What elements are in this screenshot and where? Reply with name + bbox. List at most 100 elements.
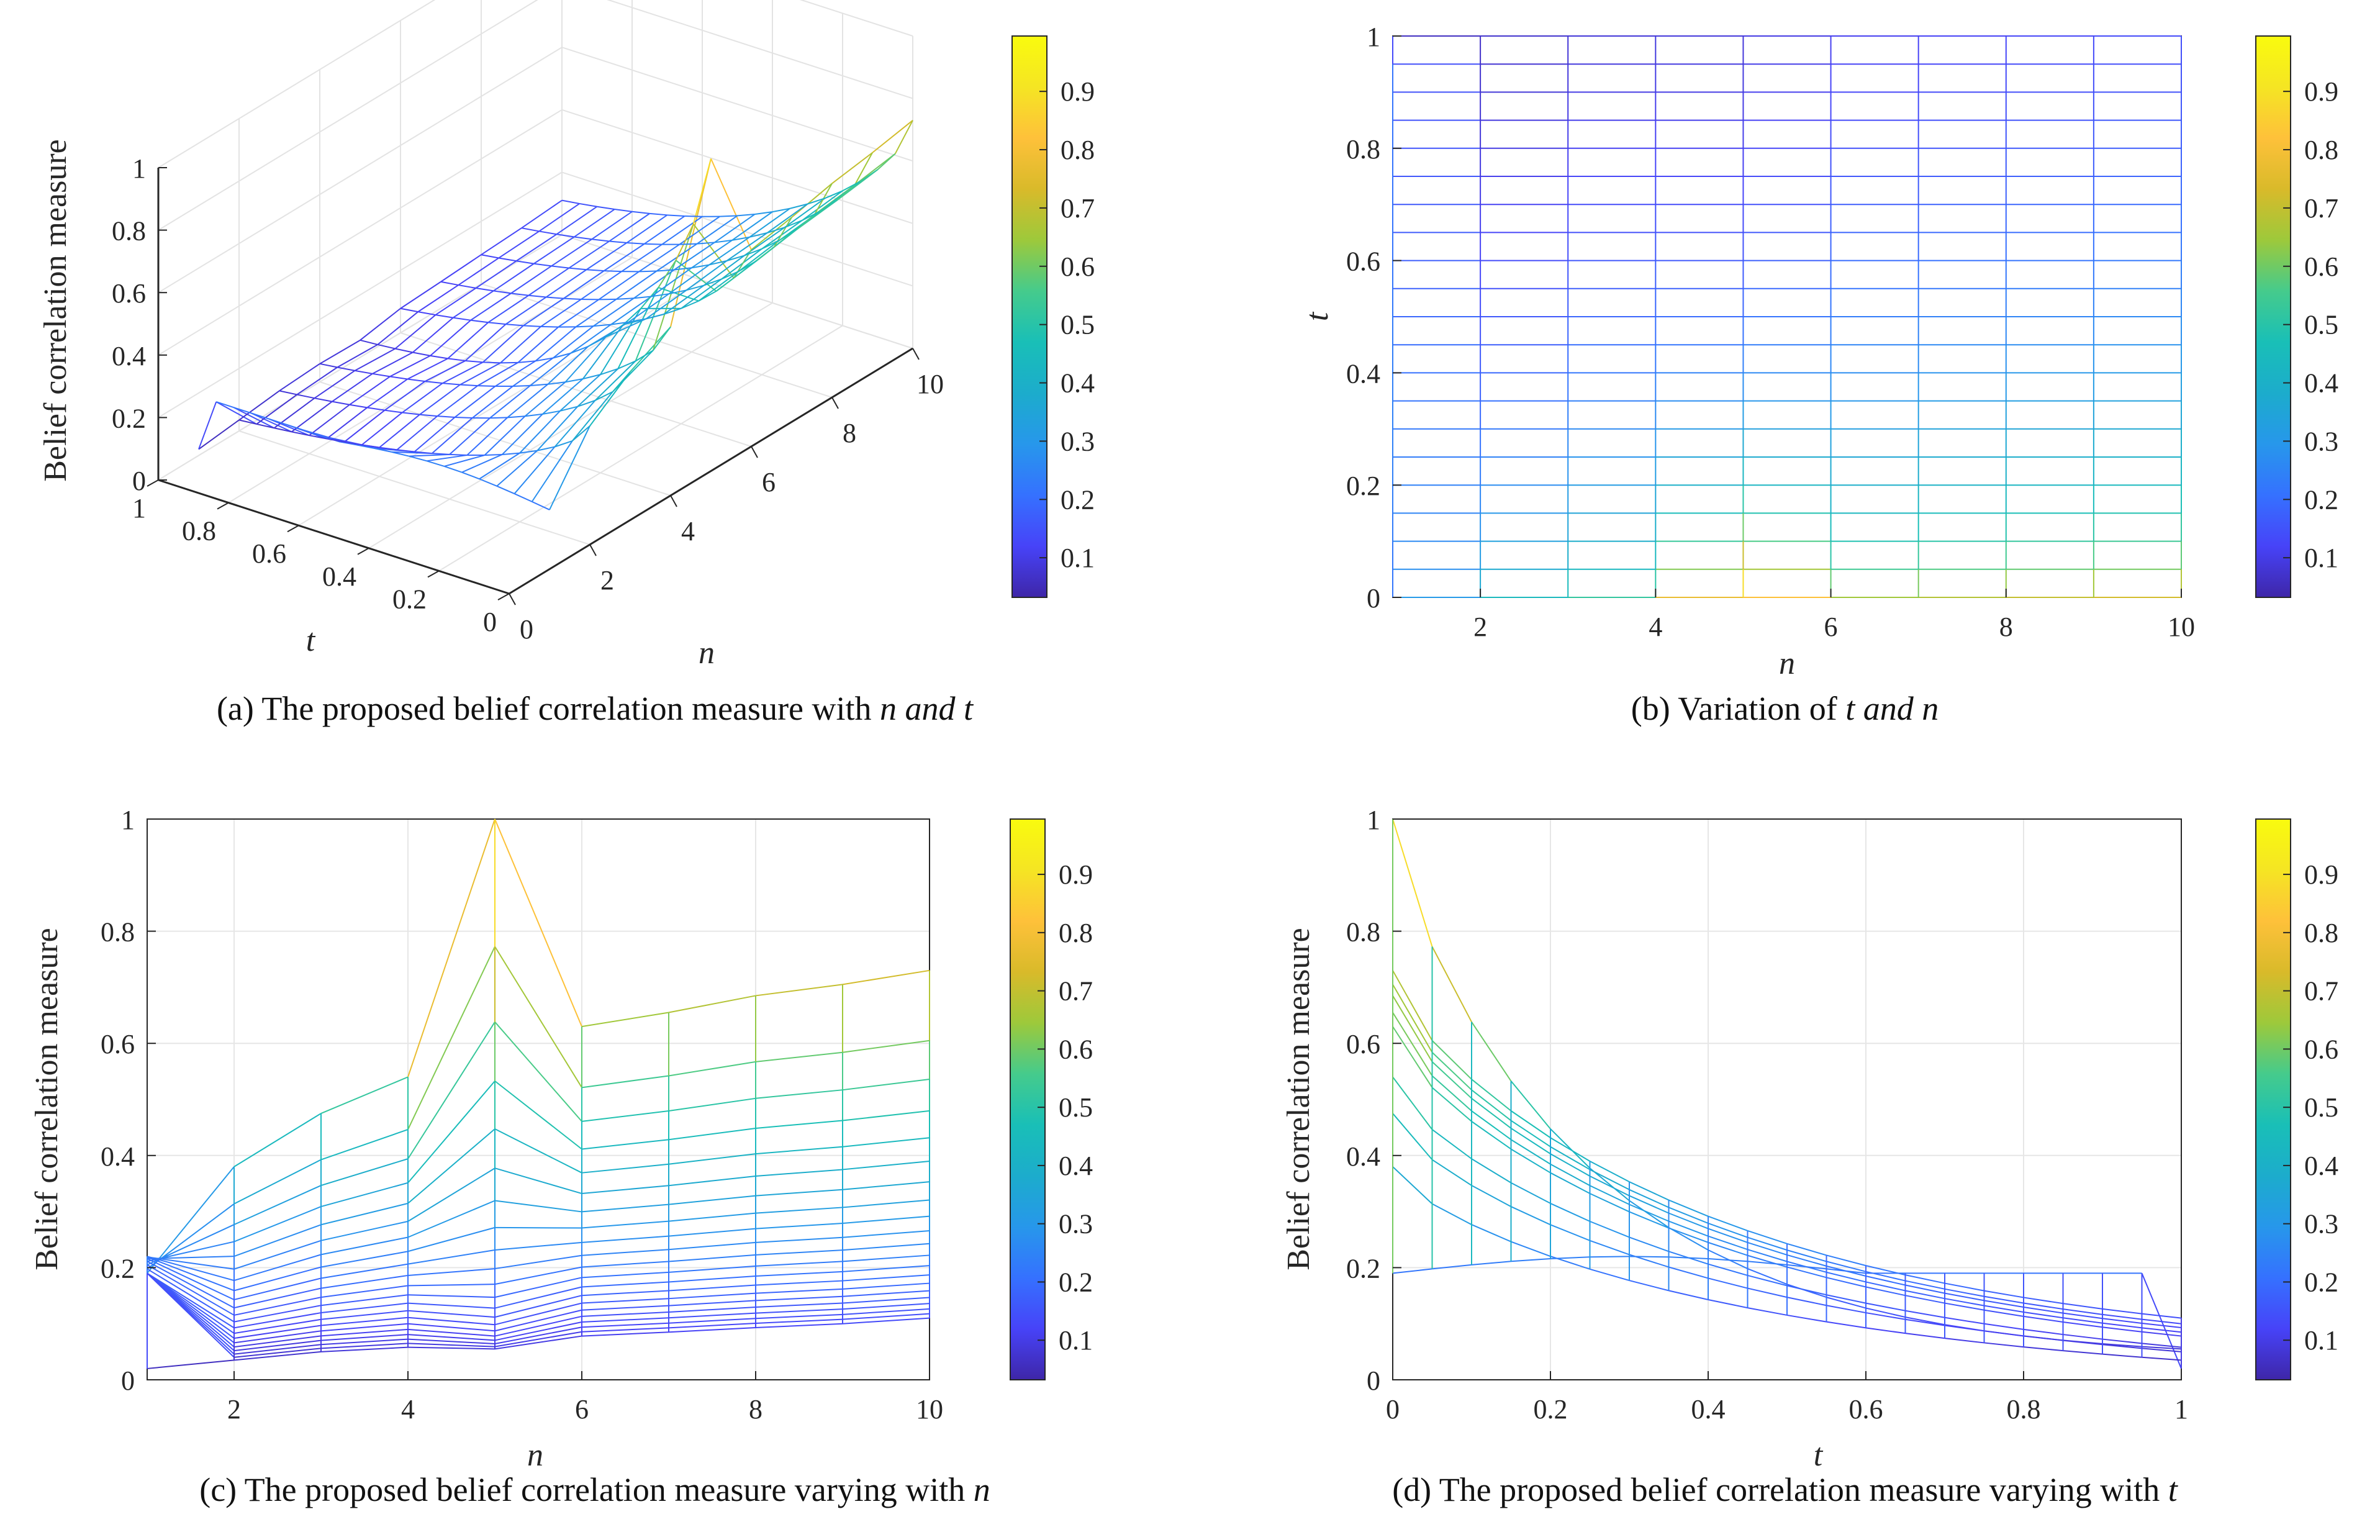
- surface-line: [615, 270, 658, 300]
- surface-line: [751, 217, 792, 250]
- colorbar: [1011, 35, 1047, 598]
- series-line: [755, 1261, 843, 1267]
- surface-line: [539, 230, 557, 235]
- surface-line: [461, 471, 480, 480]
- y-tick-label: 0.2: [101, 1253, 135, 1284]
- series-line: [407, 1294, 495, 1298]
- surface-line: [593, 297, 635, 327]
- series-line: [842, 969, 930, 985]
- series-line: [668, 1097, 756, 1112]
- series-line: [494, 1302, 582, 1326]
- series-line: [147, 1258, 235, 1300]
- series-line: [1431, 1159, 1472, 1186]
- series-line: [1786, 1266, 1827, 1279]
- surface-line: [470, 292, 512, 321]
- series-line: [1747, 1268, 1788, 1285]
- series-line: [1826, 1261, 1866, 1272]
- series-line: [494, 1266, 582, 1285]
- series-line: [1431, 1052, 1472, 1090]
- series-line: [1392, 984, 1433, 1053]
- surface-line: [507, 415, 525, 419]
- series-line: [1865, 1307, 1906, 1318]
- surface-line: [614, 209, 633, 212]
- series-line: [320, 1158, 409, 1187]
- series-line: [2063, 1312, 2103, 1320]
- colorbar-tick-label: 0.4: [2304, 1151, 2338, 1181]
- series-line: [2142, 1343, 2182, 1348]
- z-tick-label: 0.8: [112, 216, 146, 247]
- series-line: [407, 946, 495, 1130]
- surface-line: [435, 314, 453, 319]
- series-line: [2142, 1331, 2182, 1337]
- colorbar-tick-label: 0.1: [1059, 1325, 1093, 1356]
- surface-line: [658, 260, 677, 288]
- series-line: [842, 1308, 930, 1315]
- surface-line: [238, 390, 280, 421]
- series-line: [1432, 1264, 1472, 1270]
- surface-line: [756, 246, 775, 261]
- surface-line: [397, 449, 415, 453]
- series-line: [2102, 1313, 2142, 1320]
- series-line: [1471, 1110, 1512, 1141]
- series-line: [1550, 1137, 1591, 1162]
- surface-line: [198, 401, 217, 450]
- series-line: [1944, 1298, 1984, 1307]
- series-line: [1511, 1182, 1551, 1204]
- colorbar-tick-label: 0.8: [1061, 135, 1095, 165]
- surface-line: [656, 269, 674, 272]
- series-line: [1431, 1061, 1472, 1099]
- series-line: [320, 1346, 409, 1352]
- series-line: [494, 1021, 582, 1122]
- x-tick-label: 6: [1824, 612, 1838, 642]
- z-tick-label: 0.4: [112, 341, 146, 371]
- colorbar-tick-label: 0.3: [2304, 1209, 2338, 1239]
- surface-line: [442, 383, 461, 386]
- surface-line: [720, 215, 738, 217]
- series-line: [147, 1166, 235, 1274]
- surface-line: [609, 213, 650, 242]
- n-tick: [751, 446, 758, 458]
- series-line: [1590, 1175, 1630, 1197]
- surface-line: [414, 451, 432, 455]
- surface-line: [616, 297, 634, 300]
- series-line: [1590, 1239, 1630, 1256]
- series-line: [1431, 1040, 1472, 1080]
- t-tick: [427, 570, 440, 578]
- series-line: [320, 1294, 409, 1307]
- surface-line: [593, 324, 612, 327]
- x-tick-label: 1: [2174, 1394, 2188, 1424]
- surface-line: [610, 296, 652, 325]
- series-line: [233, 1224, 322, 1257]
- series-line: [233, 1339, 322, 1352]
- series-line: [842, 1040, 930, 1053]
- series-line: [1865, 1286, 1906, 1297]
- surface-line: [355, 369, 373, 374]
- series-line: [1747, 1274, 1788, 1287]
- series-line: [755, 1207, 843, 1214]
- series-line: [1826, 1271, 1866, 1283]
- colorbar-tick-label: 0.2: [2304, 484, 2338, 515]
- surface-line: [749, 232, 767, 238]
- series-line: [407, 1328, 495, 1337]
- surface-line: [721, 248, 762, 280]
- t-tick: [357, 547, 369, 555]
- surface-line: [419, 384, 461, 415]
- caption-b: (b) Variation of t and n: [1190, 689, 2380, 728]
- series-line: [233, 1348, 322, 1358]
- surface-line: [279, 363, 320, 392]
- surface-line: [484, 415, 526, 456]
- surface-line: [628, 318, 646, 323]
- surface-line: [644, 243, 663, 245]
- surface-line: [570, 324, 612, 354]
- surface-line: [494, 360, 536, 387]
- surface-line: [389, 355, 431, 378]
- series-line: [2063, 1308, 2103, 1315]
- series-line: [2102, 1353, 2142, 1358]
- colorbar-tick-label: 0.6: [2304, 1034, 2338, 1064]
- caption-d: (d) The proposed belief correlation meas…: [1190, 1470, 2380, 1509]
- grid-line: [228, 256, 633, 504]
- series-line: [1550, 1172, 1590, 1194]
- series-line: [2102, 1318, 2142, 1324]
- surface-line: [649, 212, 667, 216]
- n-axis-line: [509, 347, 913, 595]
